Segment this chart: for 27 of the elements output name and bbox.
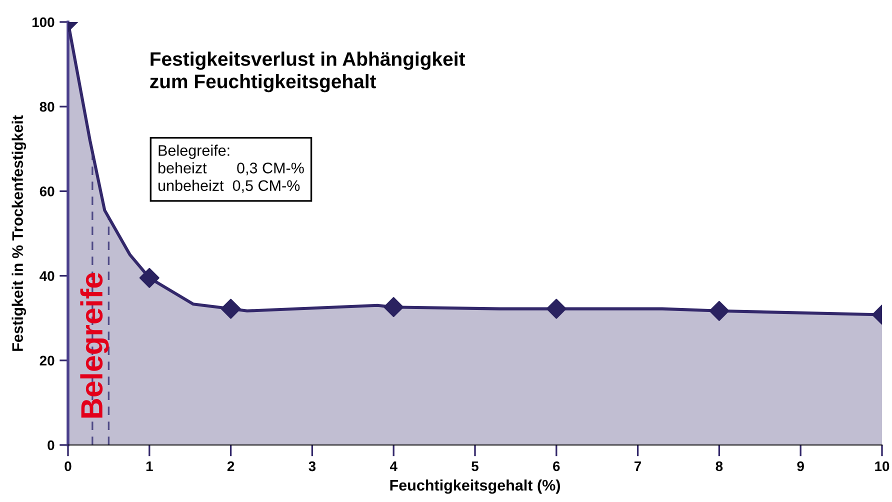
annotation: Belegreife [80,272,109,418]
point [546,298,566,319]
x-tick-label: 4 [390,461,398,472]
y-tick-label: 0 [48,440,54,450]
x-tick-label: 6 [553,461,560,472]
y-tick-label: 60 [40,186,54,196]
x-tick-label: 10 [875,461,890,472]
x-tick-label: 1 [146,461,153,472]
x-tick-label: 5 [472,461,478,472]
y-tick-label: 80 [40,102,54,112]
point [384,297,404,318]
point [220,298,241,319]
y-tick-label: 40 [40,271,54,281]
point [709,300,730,321]
x-tick-label: 9 [797,461,804,472]
text: Festigkeitsverlust in Abhängigkeit zum Feuchtigkeitsgehalt [150,52,466,92]
x-axis-title: Feuchtigkeitsgehalt (%) [390,479,560,494]
x-tick-label: 3 [308,461,316,472]
x-tick-label: 2 [227,461,234,472]
point [139,268,160,288]
x-tick-label: 0 [64,461,72,472]
annotation: Belegreife: beheizt 0,3 CM-% unbeheizt 0,5 CM-% [158,144,304,193]
y-tick-label: 20 [40,356,54,366]
y-axis-title: Festigkeit in % Trockenfestigkeit [12,115,26,351]
x-tick-label: 8 [716,461,723,472]
x-tick-label: 7 [634,461,642,472]
y-tick-label: 100 [32,17,54,28]
